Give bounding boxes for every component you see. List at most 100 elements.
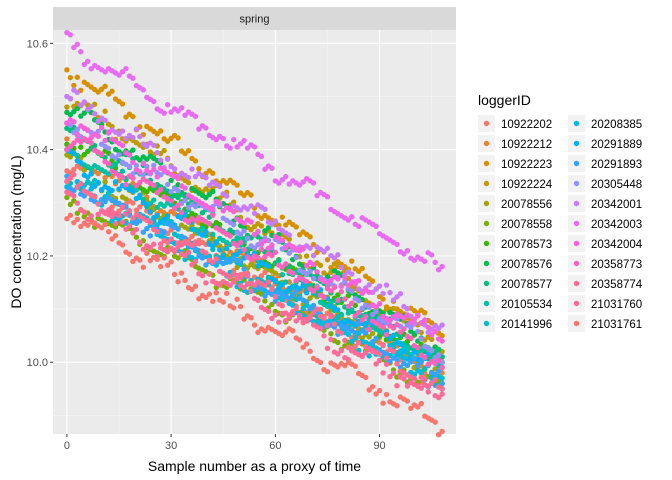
data-point [422,366,428,372]
data-point [234,275,240,282]
legend-item: 20078577 [478,275,552,292]
data-point [335,351,341,357]
data-point [154,228,160,235]
data-point [102,117,108,123]
data-point [140,246,147,252]
data-point [244,281,251,287]
data-point [394,322,400,328]
data-point [262,328,268,334]
legend-item: 21031760 [568,295,642,312]
data-point [300,179,306,185]
data-point [164,156,171,162]
data-point [168,259,174,265]
data-point [248,288,254,294]
data-point [366,334,372,340]
data-point [67,201,74,208]
data-point [428,336,435,343]
data-point [435,352,442,358]
data-point [310,180,317,186]
data-point [435,346,442,353]
data-point [88,103,94,109]
data-point [338,347,345,354]
data-point [349,258,355,264]
data-point [210,298,216,305]
data-point [265,308,272,314]
data-point [262,298,268,304]
data-point [366,289,372,295]
data-point [418,400,424,407]
data-point [404,312,411,318]
data-point [151,182,157,189]
data-point [192,173,199,180]
data-point [199,255,206,261]
data-point [224,245,230,252]
data-point [67,143,74,150]
data-point [144,189,150,195]
data-point [390,314,397,321]
data-point [356,278,362,284]
data-point [119,142,126,149]
data-point [269,286,275,293]
data-point [158,263,164,270]
data-point [102,83,108,90]
data-point [269,252,275,259]
data-point [67,111,74,118]
data-point [293,224,299,230]
data-point [171,205,178,212]
data-point [262,238,268,244]
data-point [74,89,81,96]
legend-key [573,140,580,147]
data-point [227,145,233,151]
data-point [307,315,313,321]
data-point [376,283,383,289]
data-point [168,198,174,204]
data-point [439,322,445,328]
data-point [335,252,341,258]
data-point [356,309,362,316]
legend-label: 20358773 [591,259,642,271]
data-point [293,278,299,284]
data-point [394,357,400,363]
data-point [279,297,285,303]
data-point [303,262,310,269]
data-point [102,198,108,205]
data-point [376,351,383,357]
data-point [161,255,167,261]
data-point [432,376,438,383]
data-point [251,282,258,288]
data-point [286,250,292,256]
data-point [126,208,133,214]
data-point [151,142,157,148]
legend-item: 10922224 [478,175,553,192]
data-point [428,332,435,338]
legend-item: 20078576 [478,255,552,272]
data-point [338,330,345,336]
data-point [230,221,237,228]
data-point [81,110,87,116]
data-point [286,264,292,270]
data-point [422,354,428,360]
data-point [175,202,181,208]
data-point [175,188,181,194]
data-point [352,335,358,341]
data-point [380,370,386,376]
data-point [206,182,213,188]
data-point [411,349,418,355]
data-point [401,315,407,321]
data-point [255,255,261,261]
data-point [303,289,310,296]
data-point [349,271,355,277]
data-point [105,161,112,167]
data-point [349,300,355,306]
data-point [164,181,171,188]
data-point [230,305,237,311]
data-point [272,270,279,276]
data-point [185,249,192,255]
data-point [369,383,376,390]
legend-key [483,280,490,287]
data-point [439,386,445,392]
data-point [140,229,147,235]
data-point [71,172,77,178]
data-point [404,362,411,368]
data-point [140,264,147,271]
